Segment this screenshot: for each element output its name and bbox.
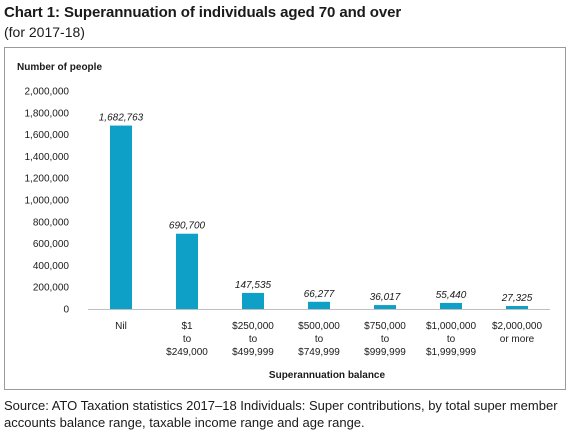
x-tick-label-line: to xyxy=(315,334,324,345)
x-tick-label-line: to xyxy=(249,334,258,345)
bar xyxy=(176,233,198,309)
x-tick-label-line: $2,000,000 xyxy=(492,321,542,332)
data-label: 27,325 xyxy=(501,293,533,304)
data-label: 36,017 xyxy=(370,292,401,303)
x-tick-label-line: $250,000 xyxy=(232,321,274,332)
x-axis-title: Superannuation balance xyxy=(269,370,386,381)
data-label: 66,277 xyxy=(304,289,335,300)
x-tick-label-line: $500,000 xyxy=(298,321,340,332)
bar xyxy=(506,306,528,309)
x-tick-label-line: Nil xyxy=(115,321,127,332)
bar xyxy=(308,301,330,309)
y-tick-label: 1,600,000 xyxy=(25,130,70,141)
x-tick-label-line: $999,999 xyxy=(364,347,406,358)
x-tick-label-line: $249,000 xyxy=(166,347,208,358)
chart-subtitle: (for 2017-18) xyxy=(4,24,85,40)
bar xyxy=(110,125,132,310)
x-tick-label: $750,000 to $999,999 xyxy=(364,321,406,358)
y-tick-label: 1,800,000 xyxy=(25,108,70,119)
x-tick-label: $1 to $249,000 xyxy=(166,321,208,358)
y-tick-label: 400,000 xyxy=(33,261,70,272)
x-tick-label: $1,000,000 to $1,999,999 xyxy=(426,321,476,358)
data-label: 1,682,763 xyxy=(99,113,144,124)
x-tick-label-line: $749,999 xyxy=(298,347,340,358)
y-tick-label: 0 xyxy=(63,305,69,316)
x-tick-label-line: $1,000,000 xyxy=(426,321,476,332)
y-tick-label: 2,000,000 xyxy=(25,87,70,98)
y-tick-label: 800,000 xyxy=(33,217,70,228)
x-tick-label-line: to xyxy=(381,334,390,345)
x-tick-label-line: $1 xyxy=(181,321,193,332)
chart-title: Chart 1: Superannuation of individuals a… xyxy=(4,4,402,21)
bar xyxy=(374,305,396,309)
x-tick-label: $2,000,000 or more xyxy=(492,321,542,345)
x-tick-label-line: $499,999 xyxy=(232,347,274,358)
y-tick-label: 1,200,000 xyxy=(25,174,70,185)
y-tick-label: 1,000,000 xyxy=(25,196,70,207)
chart-panel: Number of people 0 200,000 400,000 600,000 80… xyxy=(4,47,566,390)
data-label: 690,700 xyxy=(169,221,206,232)
bar-chart: Number of people 0 200,000 400,000 600,000 80… xyxy=(17,62,550,381)
y-tick-label: 200,000 xyxy=(33,283,70,294)
x-tick-label-line: to xyxy=(447,334,456,345)
y-tick-label: 600,000 xyxy=(33,239,70,250)
bar xyxy=(242,292,264,309)
x-tick-label-line: $1,999,999 xyxy=(426,347,476,358)
source-note: Source: ATO Taxation statistics 2017–18 … xyxy=(4,398,558,430)
x-tick-label: Nil xyxy=(115,321,127,332)
x-tick-label-line: $750,000 xyxy=(364,321,406,332)
x-tick-label-line: to xyxy=(183,334,192,345)
x-tick-label-line: or more xyxy=(500,334,535,345)
data-label: 55,440 xyxy=(436,290,467,301)
x-tick-label: $250,000 to $499,999 xyxy=(232,321,274,358)
x-tick-label: $500,000 to $749,999 xyxy=(298,321,340,358)
bar xyxy=(440,302,462,309)
data-label: 147,535 xyxy=(235,280,272,291)
y-tick-label: 1,400,000 xyxy=(25,152,70,163)
y-axis-title: Number of people xyxy=(17,62,102,73)
